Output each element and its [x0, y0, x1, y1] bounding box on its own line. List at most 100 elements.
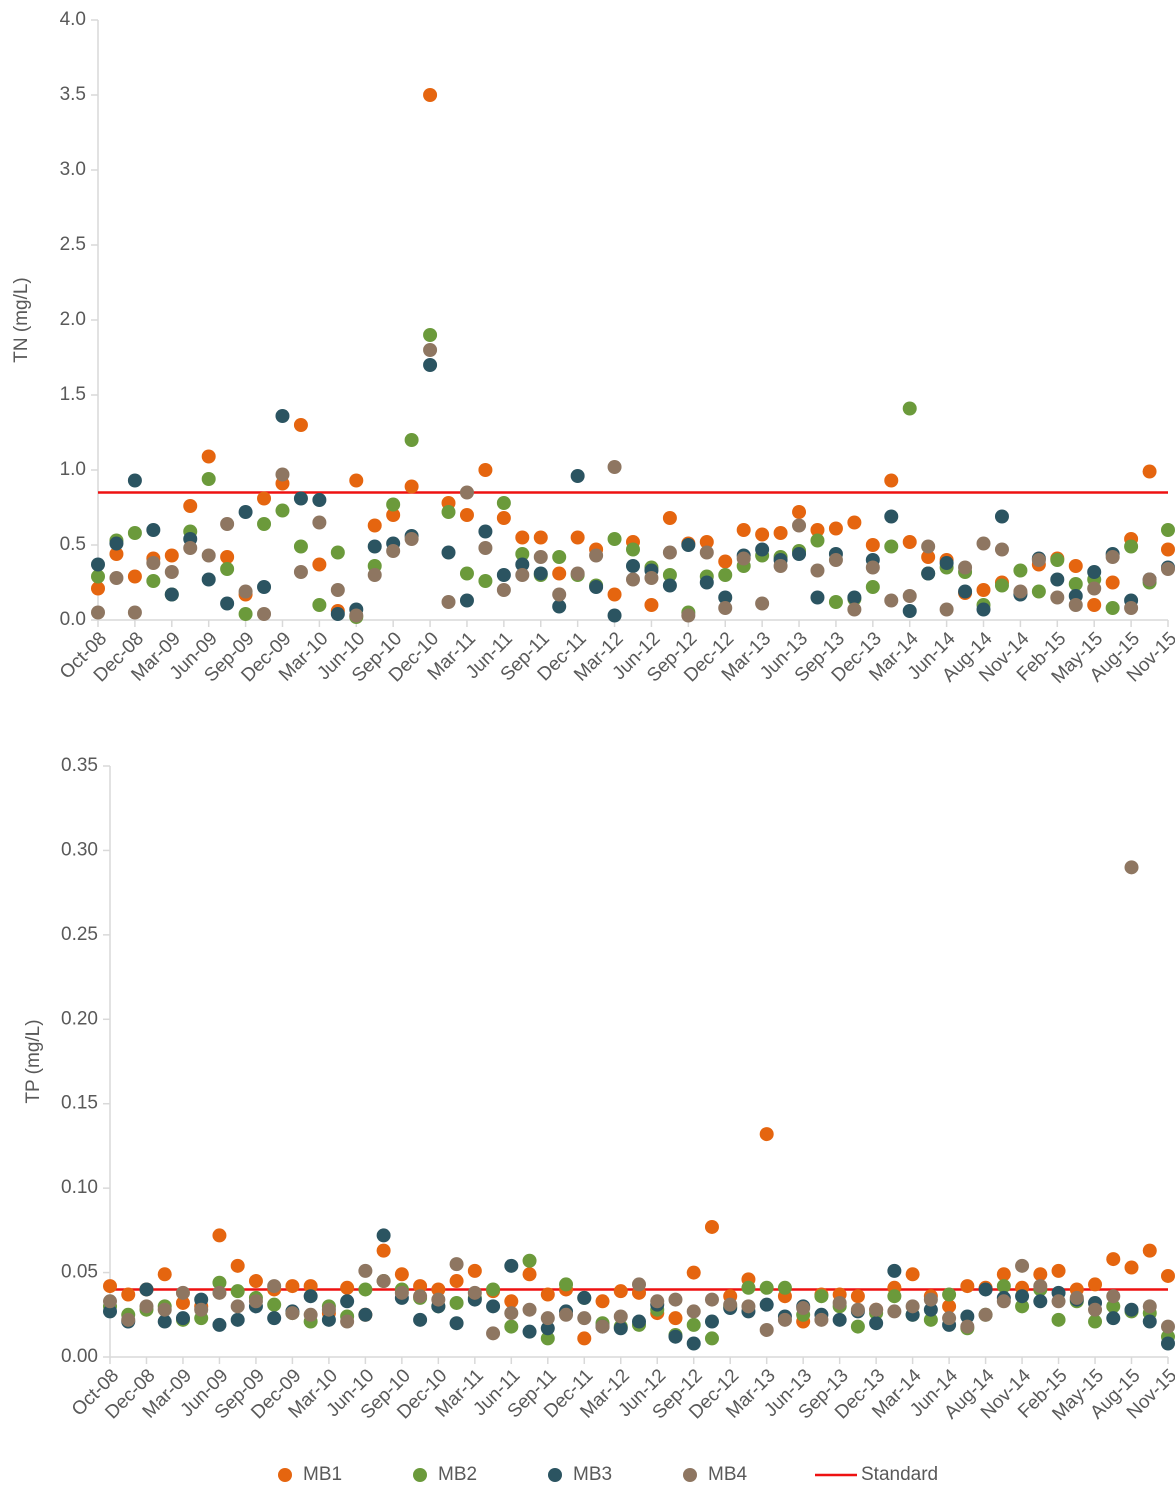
point	[367, 539, 382, 554]
point	[175, 1295, 190, 1310]
point	[533, 566, 548, 581]
point	[632, 1314, 646, 1329]
point	[552, 587, 567, 602]
point	[884, 509, 899, 524]
point	[146, 523, 161, 537]
point	[540, 1321, 555, 1336]
point	[394, 1267, 409, 1282]
point	[423, 343, 438, 357]
series	[91, 343, 1175, 623]
point	[668, 1311, 683, 1326]
point	[1031, 584, 1046, 599]
y-tick-label: 0.00	[61, 1346, 98, 1367]
point	[1142, 572, 1157, 587]
point	[275, 503, 290, 518]
point	[459, 566, 474, 581]
point	[759, 1280, 774, 1295]
point	[478, 541, 493, 555]
point	[755, 542, 770, 557]
point	[755, 596, 770, 611]
legend-label: MB2	[438, 1464, 477, 1485]
y-tick-label: 4.0	[60, 9, 86, 30]
point	[515, 547, 530, 561]
point	[515, 557, 530, 572]
legend-marker	[278, 1468, 292, 1482]
point	[552, 550, 567, 564]
point	[103, 1304, 117, 1319]
legend-label: MB4	[708, 1464, 748, 1485]
point	[103, 1279, 117, 1294]
point	[1106, 1299, 1121, 1314]
point	[869, 1316, 884, 1331]
point	[810, 563, 825, 578]
point	[976, 536, 991, 551]
point	[589, 580, 604, 594]
point	[358, 1282, 373, 1297]
series	[103, 1127, 1175, 1346]
point	[386, 544, 401, 558]
point	[1088, 1302, 1103, 1317]
legend: MB1 MB2 MB3 MB4 Standard	[278, 1464, 938, 1485]
point	[1088, 1314, 1103, 1329]
point	[441, 595, 456, 609]
point	[330, 545, 345, 560]
point	[164, 548, 179, 563]
point	[865, 580, 880, 594]
point	[905, 1267, 920, 1282]
point	[976, 583, 991, 597]
point	[718, 554, 733, 569]
point	[832, 1295, 847, 1310]
point	[522, 1267, 537, 1282]
point	[275, 409, 290, 423]
point	[540, 1331, 555, 1346]
point	[668, 1329, 683, 1344]
point	[884, 539, 899, 554]
point	[810, 590, 825, 605]
point	[976, 602, 991, 617]
point	[1050, 590, 1065, 605]
point	[1088, 1277, 1103, 1292]
point	[650, 1294, 665, 1309]
point	[1087, 581, 1102, 596]
point	[522, 1253, 537, 1268]
point	[201, 572, 216, 587]
point	[504, 1258, 519, 1273]
point	[267, 1311, 282, 1326]
point	[626, 572, 640, 587]
point	[413, 1279, 428, 1294]
point	[595, 1319, 610, 1334]
point	[478, 463, 493, 477]
point	[662, 545, 677, 560]
point	[1033, 1267, 1048, 1282]
point	[340, 1314, 355, 1329]
point	[718, 601, 733, 615]
point	[828, 595, 843, 609]
point	[626, 542, 640, 557]
point	[810, 523, 825, 537]
y-tick-label: 0.35	[61, 755, 98, 776]
point	[626, 559, 640, 573]
point	[441, 505, 456, 519]
point	[704, 1314, 719, 1329]
y-axis-title: TP (mg/L)	[23, 1019, 44, 1103]
y-tick-label: 2.0	[60, 309, 86, 330]
point	[515, 530, 530, 545]
legend-marker	[548, 1468, 562, 1482]
point	[404, 433, 419, 447]
point	[449, 1274, 464, 1289]
point	[828, 553, 843, 567]
point	[921, 539, 936, 554]
point	[413, 1289, 428, 1304]
point	[183, 499, 198, 513]
point	[921, 566, 936, 581]
point	[686, 1265, 701, 1280]
point	[773, 526, 788, 540]
point	[613, 1284, 628, 1299]
point	[996, 1267, 1011, 1282]
point	[796, 1301, 811, 1316]
point	[978, 1307, 993, 1322]
point	[613, 1321, 628, 1336]
point	[1068, 577, 1083, 591]
point	[486, 1299, 501, 1314]
point	[212, 1285, 227, 1300]
